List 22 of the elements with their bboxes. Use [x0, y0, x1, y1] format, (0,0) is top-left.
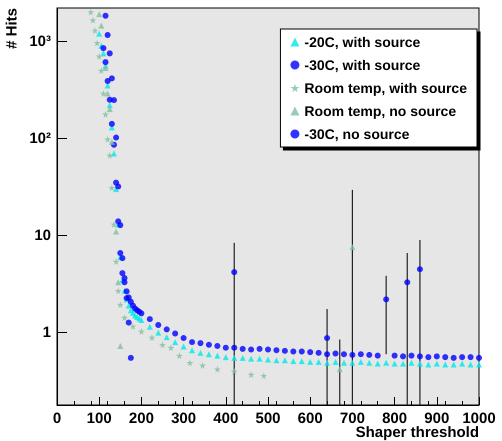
x-tick-label: 500 — [255, 410, 281, 427]
x-tick-label: 300 — [171, 410, 196, 427]
x-tick-label: 600 — [298, 410, 323, 427]
x-tick-label: 200 — [128, 410, 154, 427]
x-tick-label: 1000 — [462, 410, 496, 427]
y-tick-label: 10³ — [29, 32, 51, 50]
y-tick-label: 10² — [29, 130, 51, 147]
y-tick-label: 1 — [42, 324, 51, 342]
y-axis-title: # Hits — [4, 8, 20, 49]
x-tick-label: 0 — [52, 410, 62, 427]
legend-label: -30C, with source — [304, 57, 421, 73]
x-axis-title: Shaper threshold — [356, 424, 479, 441]
legend-label: Room temp, no source — [304, 103, 456, 119]
x-tick-label: 400 — [213, 410, 238, 427]
x-tick-label: 100 — [86, 410, 112, 427]
x-tick-label: 700 — [340, 410, 365, 427]
x-tick-label: 900 — [424, 410, 450, 427]
legend-label: Room temp, with source — [304, 80, 468, 96]
legend-label: -30C, no source — [304, 126, 410, 142]
y-tick-label: 10 — [34, 227, 51, 244]
legend-label: -20C, with source — [304, 34, 421, 50]
x-tick-label: 800 — [382, 410, 408, 427]
